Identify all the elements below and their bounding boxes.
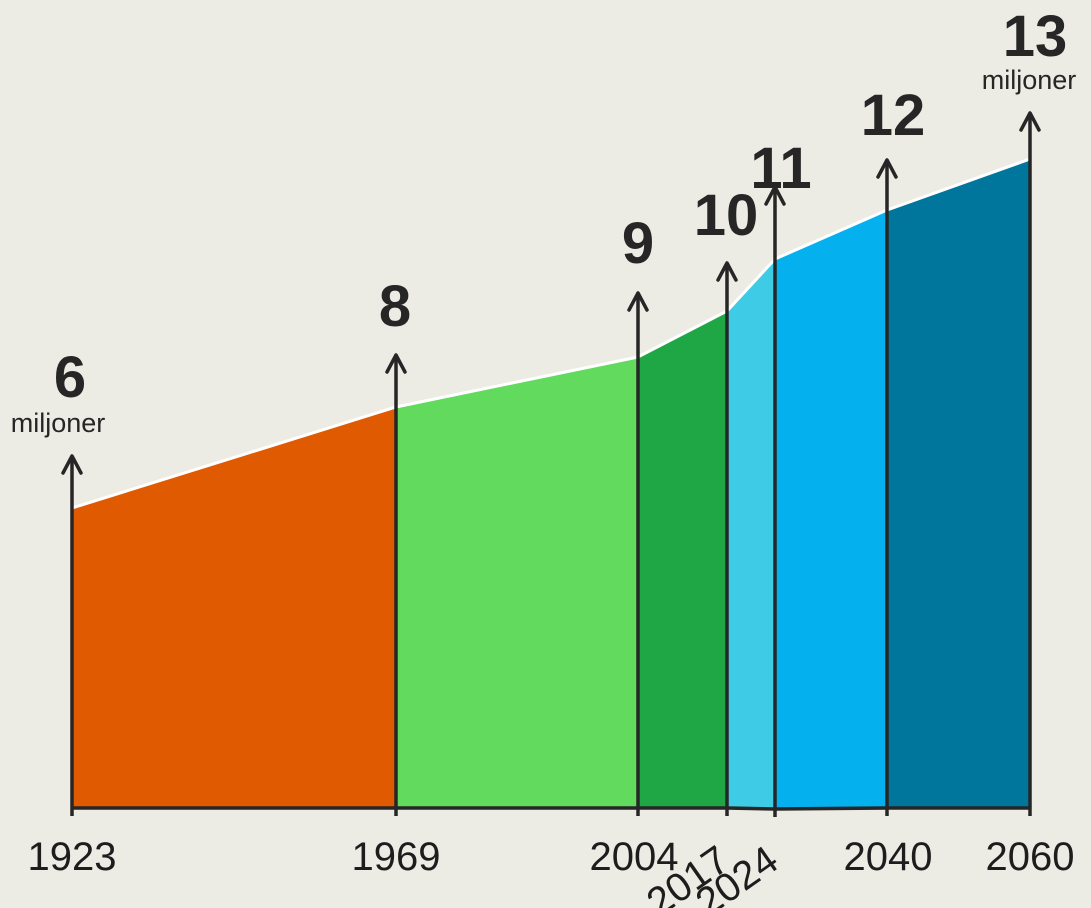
- marker-arrow-2060: [1019, 111, 1041, 816]
- unit-label-last: miljoner: [982, 65, 1077, 95]
- year-label-2004: 2004: [590, 835, 679, 879]
- marker-arrow-2017: [716, 261, 738, 816]
- area-segments: [72, 159, 1030, 809]
- value-label-2024: 11: [750, 136, 811, 201]
- area-segment-1923-1969: [72, 407, 396, 808]
- area-segment-1969-2004: [396, 357, 638, 808]
- year-label-1923: 1923: [28, 835, 117, 879]
- marker-arrow-2004: [627, 291, 649, 816]
- area-segment-2017-2024: [727, 259, 775, 809]
- area-segment-2004-2017: [638, 311, 727, 808]
- marker-arrow-1923: [61, 454, 83, 816]
- year-markers: [61, 111, 1041, 817]
- marker-arrow-2040: [876, 158, 898, 816]
- marker-arrow-1969: [385, 353, 407, 816]
- value-label-2060: 13: [1003, 4, 1068, 69]
- marker-arrow-2024: [764, 185, 786, 817]
- year-label-2040: 2040: [844, 835, 933, 879]
- value-label-2017: 10: [694, 183, 759, 248]
- year-label-2060: 2060: [986, 835, 1075, 879]
- value-label-1969: 8: [379, 274, 411, 339]
- area-segment-2040-2060: [887, 159, 1030, 808]
- value-label-2004: 9: [622, 211, 654, 276]
- value-label-1923: 6: [54, 345, 86, 410]
- unit-label-first: miljoner: [11, 408, 106, 438]
- year-label-1969: 1969: [352, 835, 441, 879]
- value-label-2040: 12: [861, 83, 926, 148]
- area-segment-2024-2040: [775, 210, 887, 809]
